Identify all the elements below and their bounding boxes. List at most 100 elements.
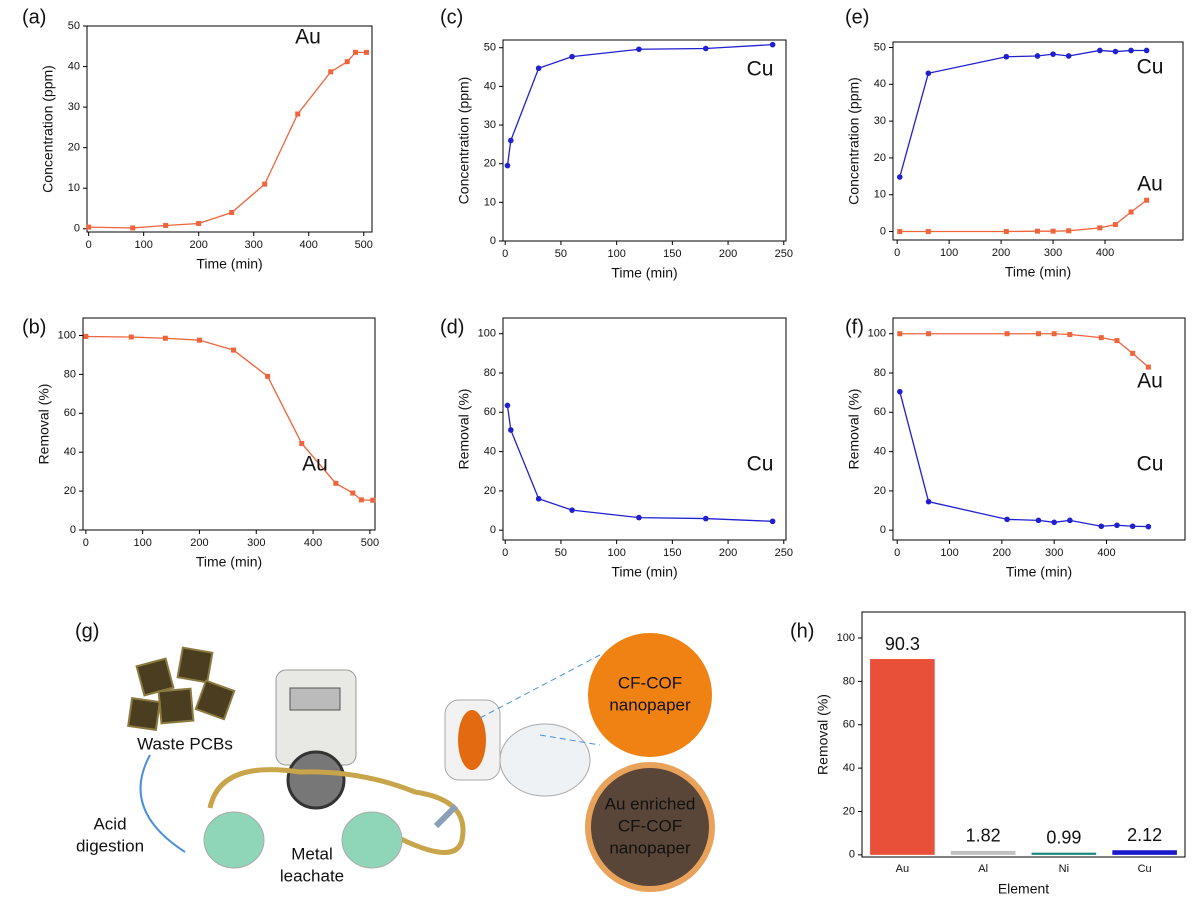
y-tick-label: 100 (58, 329, 76, 341)
y-axis-label: Concentration (ppm) (456, 77, 472, 205)
data-point (370, 497, 376, 503)
y-tick-label: 40 (843, 762, 855, 774)
data-point (1114, 522, 1120, 529)
x-tick-label: 150 (663, 248, 681, 260)
data-point (504, 162, 511, 169)
data-point (702, 515, 709, 522)
x-tick-label: 300 (245, 239, 263, 251)
data-point (1067, 332, 1073, 338)
data-point (1051, 519, 1057, 526)
value-label: 1.82 (966, 826, 1001, 846)
y-tick-label: 30 (68, 101, 80, 113)
data-point (83, 333, 89, 339)
data-point (897, 388, 903, 395)
y-tick-label: 40 (874, 445, 886, 457)
y-axis-label: Concentration (ppm) (846, 77, 862, 205)
y-tick-label: 50 (484, 42, 496, 54)
y-tick-label: 20 (874, 485, 886, 497)
x-tick-label: 100 (607, 547, 625, 559)
data-point (1114, 338, 1120, 344)
value-label: 90.3 (885, 634, 920, 654)
data-point (1004, 516, 1010, 523)
y-axis-label: Removal (%) (815, 694, 831, 775)
y-tick-label: 60 (484, 406, 496, 418)
y-tick-label: 20 (843, 805, 855, 817)
y-tick-label: 0 (880, 225, 886, 237)
data-point (1034, 53, 1041, 59)
data-point (1098, 523, 1105, 530)
data-point (535, 65, 542, 72)
data-point (1003, 229, 1009, 235)
x-tick-label: 200 (719, 547, 737, 559)
diagram-text: Acid (93, 814, 126, 833)
data-point (1097, 225, 1103, 231)
data-point (1051, 331, 1057, 337)
x-tick-label: 200 (993, 547, 1011, 559)
y-tick-label: 10 (874, 189, 886, 201)
y-tick-label: 20 (484, 485, 496, 497)
y-axis-label: Removal (%) (846, 389, 862, 470)
x-tick-label: 250 (775, 547, 793, 559)
data-point (769, 518, 776, 525)
y-tick-label: 0 (849, 849, 855, 861)
data-point (363, 49, 369, 55)
y-tick-label: 0 (490, 235, 496, 247)
data-point (636, 514, 642, 521)
y-tick-label: 40 (874, 78, 886, 90)
series-label: Cu (747, 453, 774, 476)
series-line (899, 199, 1148, 233)
y-tick-label: 100 (478, 328, 496, 340)
x-axis-label: Element (998, 881, 1049, 897)
data-point (507, 137, 514, 144)
series-label: Au (1137, 173, 1163, 196)
y-tick-label: 100 (868, 328, 886, 340)
data-point (163, 223, 169, 229)
plot-frame (892, 317, 1186, 541)
x-tick-label: 50 (555, 547, 567, 559)
data-point (1128, 47, 1134, 54)
x-tick-label: Cu (1138, 863, 1152, 875)
panel-label: (d) (440, 316, 464, 338)
data-point (1067, 517, 1073, 524)
data-point (507, 427, 514, 433)
x-tick-label: 200 (719, 248, 737, 260)
x-tick-label: 400 (1097, 547, 1115, 559)
x-axis-label: Time (min) (1005, 264, 1071, 280)
data-point (1034, 228, 1040, 234)
bar (1112, 850, 1177, 855)
data-point (196, 220, 202, 226)
panel-label: (e) (845, 6, 869, 28)
data-point (925, 498, 932, 505)
data-point (262, 181, 268, 187)
x-tick-label: 200 (190, 537, 208, 549)
series-label: Cu (747, 58, 774, 81)
data-point (897, 229, 903, 235)
y-tick-label: 60 (874, 406, 886, 418)
plot-frame (86, 25, 373, 233)
data-point (358, 497, 364, 503)
data-point (1065, 53, 1072, 59)
x-tick-label: 100 (134, 239, 152, 251)
diagram-text: Metal (291, 844, 333, 863)
x-tick-label: 500 (361, 537, 379, 549)
data-point (897, 331, 903, 337)
series-line (899, 391, 1149, 528)
x-tick-label: 100 (133, 537, 151, 549)
x-axis-label: Time (min) (196, 554, 262, 570)
data-point (1066, 228, 1072, 234)
y-tick-label: 0 (490, 524, 496, 536)
data-point (769, 41, 776, 48)
data-point (328, 69, 334, 75)
data-point (1098, 335, 1104, 341)
data-point (1145, 523, 1152, 530)
data-point (265, 373, 271, 379)
plot-frame (502, 39, 787, 242)
series-label: Cu (1137, 453, 1164, 476)
bar (870, 659, 935, 855)
x-tick-label: 300 (1045, 547, 1063, 559)
data-point (569, 507, 575, 513)
x-tick-label: 250 (775, 248, 793, 260)
data-point (333, 480, 339, 486)
data-point (636, 46, 642, 53)
x-tick-label: 300 (1044, 247, 1062, 259)
